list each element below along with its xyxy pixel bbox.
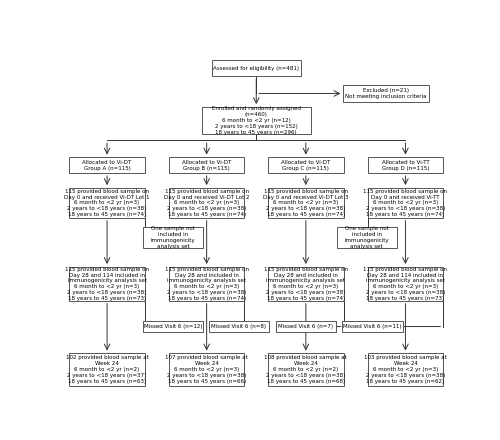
FancyBboxPatch shape	[268, 267, 344, 301]
Text: 115 provided blood sample on
Day 28 and included in
immunogenicity analysis set
: 115 provided blood sample on Day 28 and …	[164, 267, 248, 301]
Text: 108 provided blood sample at
Week 24
6 month to <2 yr (n=2)
2 years to <18 years: 108 provided blood sample at Week 24 6 m…	[264, 356, 347, 384]
Text: Assessed for eligibility (n=481): Assessed for eligibility (n=481)	[213, 66, 299, 70]
FancyBboxPatch shape	[268, 158, 344, 173]
FancyBboxPatch shape	[368, 353, 443, 386]
Text: 115 provided blood sample on
Day 0 and received Vi-DT Lot 3
6 month to <2 yr (n=: 115 provided blood sample on Day 0 and r…	[263, 189, 348, 217]
FancyBboxPatch shape	[336, 227, 396, 248]
FancyBboxPatch shape	[268, 353, 344, 386]
FancyBboxPatch shape	[169, 353, 244, 386]
Text: Allocated to Vi-DT
Group B (n=115): Allocated to Vi-DT Group B (n=115)	[182, 160, 232, 171]
FancyBboxPatch shape	[70, 353, 145, 386]
FancyBboxPatch shape	[169, 158, 244, 173]
FancyBboxPatch shape	[70, 188, 145, 218]
FancyBboxPatch shape	[202, 107, 310, 134]
Text: Allocated to Vi-DT
Group A (n=115): Allocated to Vi-DT Group A (n=115)	[82, 160, 132, 171]
Text: Missed Visit 6 (n=12): Missed Visit 6 (n=12)	[144, 324, 202, 329]
FancyBboxPatch shape	[368, 267, 443, 301]
Text: Enrolled and randomly assigned
(n=460)
6 month to <2 yr (n=12)
2 years to <18 ye: Enrolled and randomly assigned (n=460) 6…	[212, 106, 301, 135]
Text: Excluded (n=21)
Not meeting inclusion criteria: Excluded (n=21) Not meeting inclusion cr…	[346, 88, 427, 99]
FancyBboxPatch shape	[169, 188, 244, 218]
Text: Missed Visit 6 (n=11): Missed Visit 6 (n=11)	[343, 324, 402, 329]
Text: 115 provided blood sample on
Day 0 and received Vi-DT Lot 2
6 month to <2 yr (n=: 115 provided blood sample on Day 0 and r…	[164, 189, 250, 217]
Text: 115 provided blood sample on
Day 0 and received Vi-TT
6 month to <2 yr (n=3)
2 y: 115 provided blood sample on Day 0 and r…	[364, 189, 448, 217]
Text: 115 provided blood sample on
Day 0 and received Vi-DT Lot 1
6 month to <2 yr (n=: 115 provided blood sample on Day 0 and r…	[64, 189, 150, 217]
FancyBboxPatch shape	[212, 60, 301, 76]
Text: Missed Visit 6 (n=7): Missed Visit 6 (n=7)	[278, 324, 334, 329]
Text: Missed Visit 6 (n=8): Missed Visit 6 (n=8)	[212, 324, 266, 329]
FancyBboxPatch shape	[368, 188, 443, 218]
Text: Allocated to Vi-TT
Group D (n=115): Allocated to Vi-TT Group D (n=115)	[382, 160, 429, 171]
FancyBboxPatch shape	[143, 321, 203, 332]
Text: Allocated to Vi-DT
Group C (n=115): Allocated to Vi-DT Group C (n=115)	[281, 160, 330, 171]
FancyBboxPatch shape	[169, 267, 244, 301]
FancyBboxPatch shape	[209, 321, 269, 332]
Text: 115 provided blood sample on
Day 28 and 114 included in
immunogenicity analysis : 115 provided blood sample on Day 28 and …	[364, 267, 448, 301]
Text: 115 provided blood sample on
Day 28 and 114 included in
immunogenicity analysis : 115 provided blood sample on Day 28 and …	[65, 267, 149, 301]
Text: 102 provided blood sample at
Week 24
6 month to <2 yr (n=2)
2 years to <18 years: 102 provided blood sample at Week 24 6 m…	[66, 356, 148, 384]
FancyBboxPatch shape	[143, 227, 203, 248]
FancyBboxPatch shape	[368, 158, 443, 173]
FancyBboxPatch shape	[344, 85, 428, 102]
Text: 103 provided blood sample at
Week 24
6 month to <2 yr (n=3)
2 years to <18 years: 103 provided blood sample at Week 24 6 m…	[364, 356, 447, 384]
FancyBboxPatch shape	[342, 321, 402, 332]
FancyBboxPatch shape	[276, 321, 336, 332]
FancyBboxPatch shape	[268, 188, 344, 218]
FancyBboxPatch shape	[70, 158, 145, 173]
Text: One sample not
included in
immunogenicity
analysis set: One sample not included in immunogenicit…	[150, 226, 195, 249]
Text: 107 provided blood sample at
Week 24
6 month to <2 yr (n=3)
2 years to <18 years: 107 provided blood sample at Week 24 6 m…	[166, 356, 248, 384]
FancyBboxPatch shape	[70, 267, 145, 301]
Text: One sample not
included in
immunogenicity
analysis set: One sample not included in immunogenicit…	[344, 226, 389, 249]
Text: 115 provided blood sample on
Day 28 and included in
immunogenicity analysis set
: 115 provided blood sample on Day 28 and …	[264, 267, 348, 301]
